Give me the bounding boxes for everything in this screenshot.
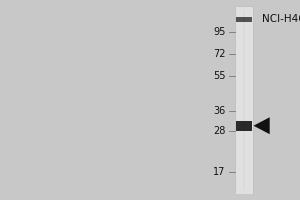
Bar (236, 17, 252, 22)
Bar (235, 6, 253, 194)
Text: 28: 28 (213, 126, 226, 136)
Text: 95: 95 (213, 27, 226, 37)
Text: 72: 72 (213, 49, 226, 59)
Text: 36: 36 (213, 106, 226, 116)
Text: 55: 55 (213, 71, 226, 81)
Text: NCI-H460: NCI-H460 (262, 14, 300, 24)
Polygon shape (254, 117, 270, 134)
Text: 17: 17 (213, 167, 226, 177)
Bar (236, 121, 252, 131)
